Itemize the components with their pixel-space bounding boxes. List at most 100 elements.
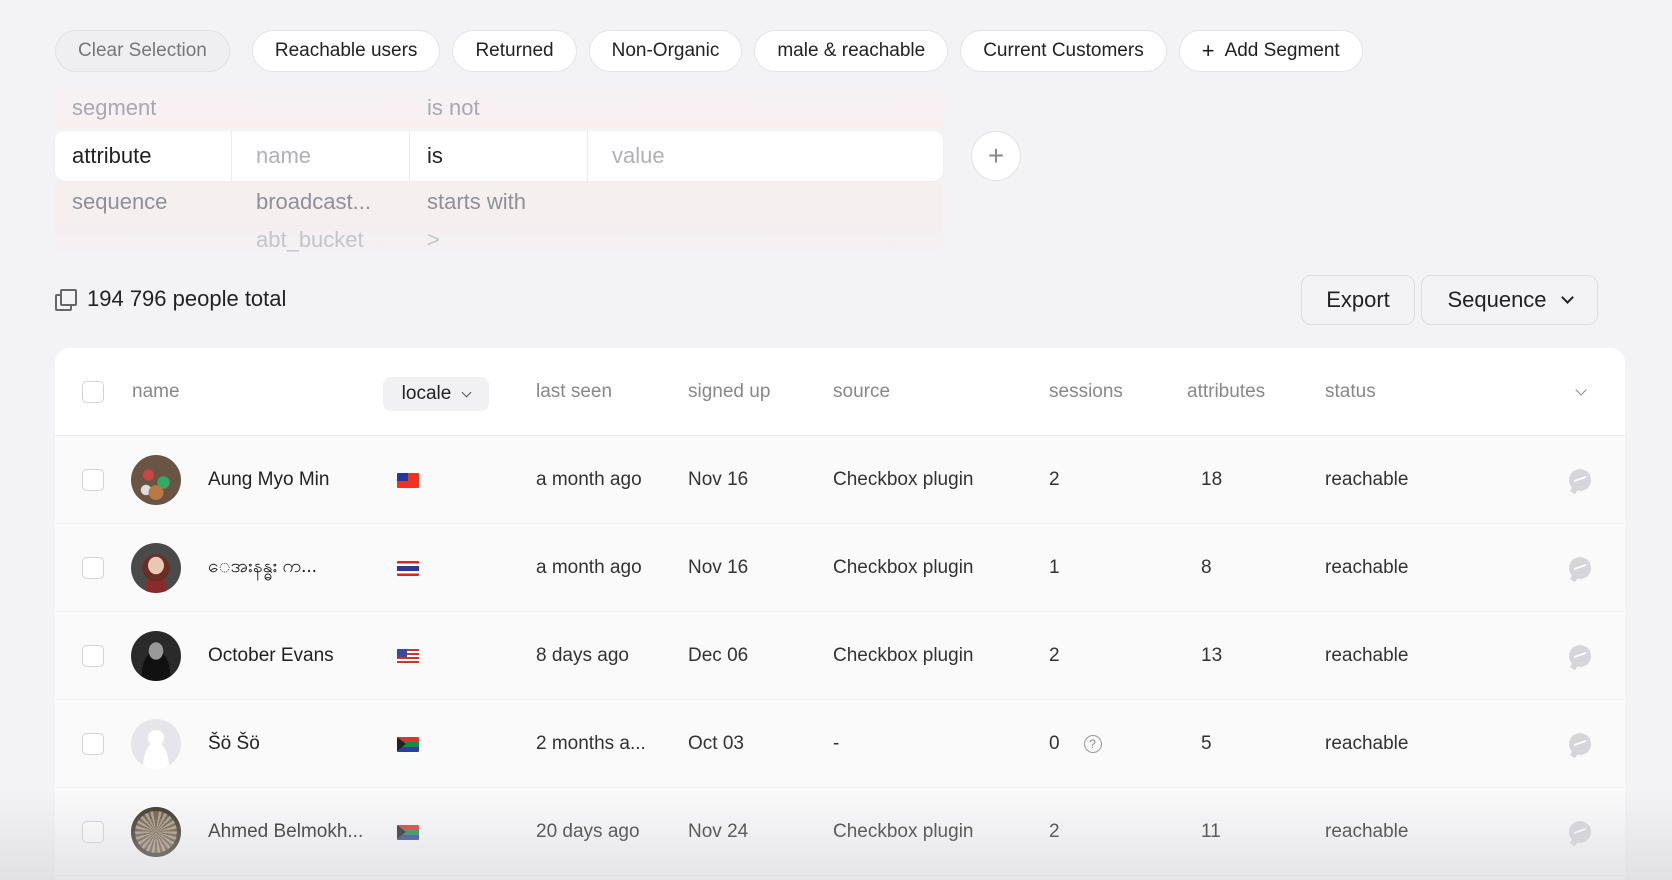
picker-type-option[interactable]: sequence bbox=[72, 189, 168, 214]
attributes-value[interactable]: 18 bbox=[1201, 469, 1223, 490]
attributes-value[interactable]: 8 bbox=[1201, 557, 1212, 578]
last-seen-value: 8 days ago bbox=[536, 645, 629, 666]
sessions-value: 2 bbox=[1049, 469, 1060, 490]
source-value: - bbox=[833, 733, 840, 754]
table-header: name locale last seen signed up source s… bbox=[55, 348, 1625, 436]
status-value: reachable bbox=[1325, 821, 1409, 842]
table-row[interactable]: ေအးနန္ဓး က... a month ago Nov 16 Checkbo… bbox=[55, 524, 1625, 612]
row-checkbox[interactable] bbox=[82, 733, 104, 755]
south-africa-flag-icon bbox=[397, 825, 419, 840]
help-icon[interactable]: ? bbox=[1083, 735, 1102, 753]
picker-operator-option[interactable]: > bbox=[427, 227, 440, 252]
last-seen-value: a month ago bbox=[536, 557, 642, 578]
messenger-icon[interactable] bbox=[1569, 469, 1591, 491]
thailand-flag-icon bbox=[397, 561, 419, 576]
usa-flag-icon bbox=[397, 649, 419, 664]
sessions-value: 2 bbox=[1049, 645, 1060, 666]
add-filter-button[interactable]: + bbox=[971, 131, 1021, 181]
messenger-icon[interactable] bbox=[1569, 733, 1591, 755]
sequence-label: Sequence bbox=[1447, 287, 1547, 312]
picker-type-option[interactable]: segment bbox=[72, 95, 157, 120]
columns-menu-toggle[interactable] bbox=[1575, 381, 1587, 399]
attributes-value[interactable]: 5 bbox=[1201, 733, 1212, 754]
picker-row-faded[interactable]: abt_bucket > bbox=[55, 222, 943, 258]
taiwan-flag-icon bbox=[397, 473, 419, 488]
column-header-attributes[interactable]: attributes bbox=[1187, 381, 1266, 402]
messenger-icon[interactable] bbox=[1569, 821, 1591, 843]
people-total-label: 194 796 people total bbox=[87, 286, 287, 311]
status-value: reachable bbox=[1325, 733, 1409, 754]
picker-name-option bbox=[232, 88, 410, 128]
sessions-value: 2 bbox=[1049, 821, 1060, 842]
status-value: reachable bbox=[1325, 645, 1409, 666]
picker-name-option[interactable]: abt_bucket bbox=[256, 227, 364, 252]
user-name[interactable]: Ahmed Belmokh... bbox=[208, 821, 364, 842]
signed-up-value: Dec 06 bbox=[688, 645, 749, 666]
picker-row-sequence[interactable]: sequence broadcast... starts with bbox=[55, 182, 943, 222]
row-checkbox[interactable] bbox=[82, 821, 104, 843]
sessions-value: 0 ? bbox=[1049, 700, 1102, 788]
picker-name-option[interactable]: broadcast... bbox=[256, 189, 371, 214]
plus-icon: + bbox=[987, 140, 1005, 171]
messenger-icon[interactable] bbox=[1569, 645, 1591, 667]
copy-icon[interactable] bbox=[55, 289, 77, 311]
column-header-status[interactable]: status bbox=[1325, 381, 1376, 402]
filter-name-input[interactable]: name bbox=[232, 131, 410, 181]
user-name[interactable]: October Evans bbox=[208, 645, 334, 666]
segment-chip-male-reachable[interactable]: male & reachable bbox=[754, 30, 949, 72]
filter-type-select[interactable]: attribute bbox=[55, 131, 232, 181]
picker-row-segment[interactable]: segment is not bbox=[55, 88, 943, 128]
source-value: Checkbox plugin bbox=[833, 469, 974, 490]
column-header-last-seen[interactable]: last seen bbox=[536, 381, 613, 402]
column-header-sessions[interactable]: sessions bbox=[1049, 381, 1123, 402]
source-value: Checkbox plugin bbox=[833, 557, 974, 578]
table-row[interactable]: Aung Myo Min a month ago Nov 16 Checkbox… bbox=[55, 436, 1625, 524]
status-value: reachable bbox=[1325, 557, 1409, 578]
picker-operator-option[interactable]: is not bbox=[427, 95, 480, 120]
segment-chip-non-organic[interactable]: Non-Organic bbox=[588, 30, 743, 72]
column-header-name[interactable]: name bbox=[132, 381, 180, 402]
column-header-signed-up[interactable]: signed up bbox=[688, 381, 771, 402]
chevron-down-icon bbox=[1575, 384, 1587, 396]
row-checkbox[interactable] bbox=[82, 557, 104, 579]
locale-label: locale bbox=[401, 383, 452, 404]
export-button[interactable]: Export bbox=[1301, 275, 1415, 325]
segment-bar: Clear Selection Reachable users Returned… bbox=[55, 30, 1363, 72]
people-total: 194 796 people total bbox=[55, 286, 286, 312]
avatar bbox=[131, 719, 181, 769]
segment-chip-current-customers[interactable]: Current Customers bbox=[960, 30, 1167, 72]
user-name[interactable]: Šö Šö bbox=[208, 733, 260, 754]
user-name[interactable]: Aung Myo Min bbox=[208, 469, 330, 490]
filter-picker[interactable]: segment is not attribute name is value s… bbox=[55, 88, 943, 258]
user-name[interactable]: ေအးနန္ဓး က... bbox=[208, 556, 317, 577]
select-all-checkbox[interactable] bbox=[82, 381, 104, 403]
column-header-source[interactable]: source bbox=[833, 381, 891, 402]
add-segment-button[interactable]: + Add Segment bbox=[1178, 30, 1363, 72]
segment-chip-returned[interactable]: Returned bbox=[452, 30, 577, 72]
clear-selection-button[interactable]: Clear Selection bbox=[55, 30, 230, 72]
last-seen-value: 2 months a... bbox=[536, 733, 646, 754]
table-row[interactable]: Ahmed Belmokh... 20 days ago Nov 24 Chec… bbox=[55, 788, 1625, 876]
status-value: reachable bbox=[1325, 469, 1409, 490]
sessions-count: 0 bbox=[1049, 733, 1060, 754]
users-table: name locale last seen signed up source s… bbox=[55, 348, 1625, 880]
messenger-icon[interactable] bbox=[1569, 557, 1591, 579]
filter-value-input[interactable]: value bbox=[612, 143, 665, 168]
column-header-locale[interactable]: locale bbox=[383, 377, 489, 411]
row-checkbox[interactable] bbox=[82, 645, 104, 667]
segment-chip-reachable-users[interactable]: Reachable users bbox=[251, 30, 441, 72]
attributes-value[interactable]: 11 bbox=[1201, 821, 1221, 842]
plus-icon: + bbox=[1201, 38, 1215, 63]
picker-type-option bbox=[55, 222, 232, 258]
sequence-dropdown[interactable]: Sequence bbox=[1421, 275, 1598, 325]
picker-operator-option[interactable]: starts with bbox=[427, 189, 527, 214]
avatar bbox=[131, 807, 181, 857]
source-value: Checkbox plugin bbox=[833, 645, 974, 666]
south-africa-flag-icon bbox=[397, 737, 419, 752]
table-row[interactable]: Šö Šö 2 months a... Oct 03 - 0 ? 5 reach… bbox=[55, 700, 1625, 788]
filter-operator-select[interactable]: is bbox=[410, 131, 588, 181]
row-checkbox[interactable] bbox=[82, 469, 104, 491]
attributes-value[interactable]: 13 bbox=[1201, 645, 1223, 666]
table-row[interactable]: October Evans 8 days ago Dec 06 Checkbox… bbox=[55, 612, 1625, 700]
chevron-down-icon bbox=[1560, 290, 1574, 304]
